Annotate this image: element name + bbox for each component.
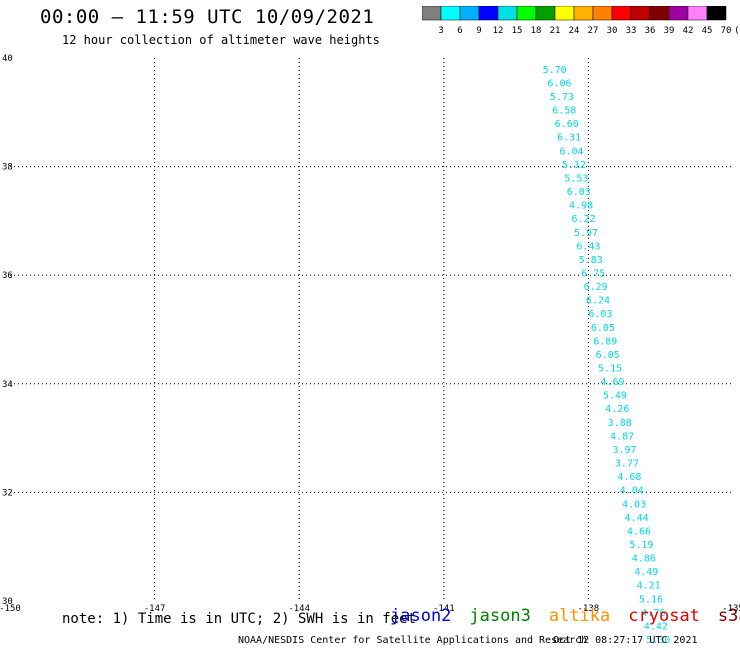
swh-value-label: 4.42 [644, 621, 668, 632]
footer-timestamp: Oct 12 08:27:17 UTC 2021 [553, 635, 698, 646]
swh-value-label: 5.83 [579, 255, 603, 266]
swh-value-label: 4.69 [600, 377, 624, 388]
colorbar-label: 30 [607, 26, 618, 36]
colorbar-label: 70 [721, 26, 732, 36]
satellite-legend: jason2 jason3 altika cryosat s3a [390, 606, 740, 626]
colorbar-label: 39 [664, 26, 675, 36]
swh-value-label: 6.60 [555, 119, 579, 130]
swh-value-label: 6.05 [596, 350, 620, 361]
swh-value-label: 6.58 [552, 106, 576, 117]
swh-value-label: 6.24 [586, 296, 610, 307]
swh-value-label: 6.89 [593, 336, 617, 347]
swh-value-label: 4.66 [627, 526, 651, 537]
swh-value-label: 5.30 [646, 635, 670, 646]
grid-lines [10, 58, 733, 601]
legend-cryosat: cryosat [628, 606, 700, 626]
swh-value-label: 6.03 [567, 187, 591, 198]
wave-height-labels: 5.70 6.06 5.73 6.58 6.60 6.31 6.04 5.12 5.53 6.03… [543, 65, 671, 646]
colorbar-label: 45 [702, 26, 713, 36]
colorbar-label: 6 [457, 26, 462, 36]
colorbar-label: (ft) [734, 26, 740, 36]
swh-value-label: 4.68 [617, 472, 641, 483]
swh-value-label: 6.31 [557, 133, 581, 144]
y-tick-label: 40 [2, 54, 13, 64]
swh-value-label: 4.98 [569, 201, 593, 212]
swh-value-label: 3.77 [615, 459, 639, 470]
swh-value-label: 6.06 [547, 78, 571, 89]
swh-value-label: 4.26 [605, 404, 629, 415]
colorbar-label: 24 [569, 26, 580, 36]
y-tick-label: 30 [2, 597, 13, 607]
swh-value-label: 5.70 [543, 65, 567, 76]
colorbar-label: 15 [512, 26, 523, 36]
legend-jason3: jason3 [469, 606, 531, 626]
swh-value-label: 4.87 [610, 431, 634, 442]
x-tick-label: -138 [578, 604, 600, 614]
swh-value-label: 4.86 [632, 554, 656, 565]
swh-value-label: 5.15 [598, 364, 622, 375]
swh-value-label: 3.97 [613, 445, 637, 456]
swh-value-label: 6.22 [572, 214, 596, 225]
swh-value-label: 6.29 [584, 282, 608, 293]
swh-value-label: 6.03 [588, 309, 612, 320]
x-tick-label: -141 [433, 604, 455, 614]
legend-altika: altika [548, 606, 611, 626]
swh-value-label: 6.75 [581, 268, 605, 279]
note-text: note: 1) Time is in UTC; 2) SWH is in fe… [62, 611, 417, 627]
swh-value-label: 4.03 [622, 499, 646, 510]
swh-value-label: 5.19 [629, 540, 653, 551]
swh-value-label: 5.49 [603, 391, 627, 402]
y-tick-label: 38 [2, 163, 13, 173]
colorbar-label: 9 [476, 26, 481, 36]
chart-subtitle: 12 hour collection of altimeter wave hei… [62, 33, 380, 47]
x-tick-label: -147 [144, 604, 166, 614]
swh-value-label: 6.05 [591, 323, 615, 334]
colorbar-label: 42 [683, 26, 694, 36]
x-tick-label: -150 [0, 604, 21, 614]
colorbar-label: 3 [438, 26, 443, 36]
x-tick-label: -135 [722, 604, 740, 614]
y-tick-label: 32 [2, 488, 13, 498]
swh-value-label: 5.12 [562, 160, 586, 171]
y-tick-label: 36 [2, 271, 13, 281]
footer-credit: NOAA/NESDIS Center for Satellite Applica… [238, 635, 588, 646]
x-tick-label: -144 [288, 604, 310, 614]
swh-value-label: 4.04 [620, 486, 644, 497]
swh-value-label: 4.76 [641, 608, 665, 619]
colorbar-label: 36 [645, 26, 656, 36]
colorbar-label: 12 [493, 26, 504, 36]
colorbar-label: 33 [626, 26, 637, 36]
colorbar-label: 21 [550, 26, 561, 36]
colorbar-label: 18 [531, 26, 542, 36]
swh-value-label: 5.73 [550, 92, 574, 103]
swh-value-label: 4.44 [625, 513, 649, 524]
legend-s3a: s3a [717, 606, 740, 626]
swh-value-label: 3.88 [608, 418, 632, 429]
swh-value-label: 5.53 [564, 173, 588, 184]
swh-value-label: 4.49 [634, 567, 658, 578]
legend-jason2: jason2 [390, 606, 452, 626]
swh-value-label: 6.04 [559, 146, 583, 157]
colorbar-label: 27 [588, 26, 599, 36]
swh-value-label: 4.21 [637, 581, 661, 592]
axis-ticks: -150 -147 -144 -141 -138 -135 30 32 34 36 38 40 [0, 54, 740, 614]
swh-value-label: 5.97 [574, 228, 598, 239]
y-tick-label: 34 [2, 380, 13, 390]
swh-value-label: 6.43 [576, 241, 600, 252]
colorbar-swatch [706, 6, 727, 21]
swh-value-label: 5.16 [639, 594, 663, 605]
chart-title: 00:00 – 11:59 UTC 10/09/2021 [40, 6, 375, 28]
